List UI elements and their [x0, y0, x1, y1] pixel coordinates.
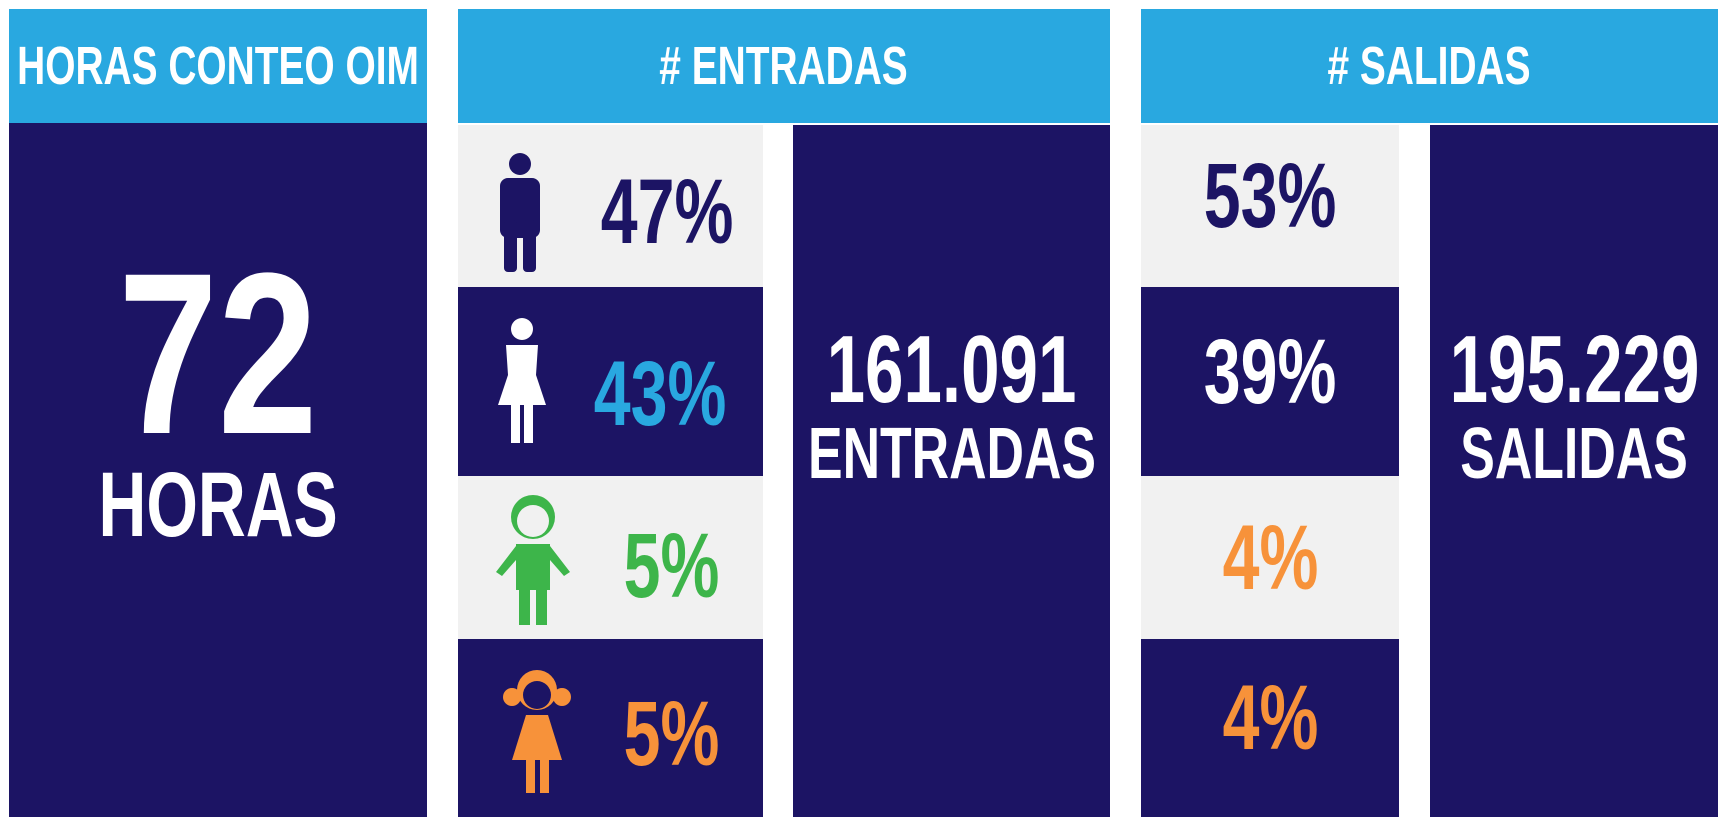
header-text: HORAS CONTEO OIM — [17, 36, 419, 96]
header-text: # ENTRADAS — [659, 36, 909, 96]
woman-icon — [498, 318, 546, 443]
row — [458, 639, 763, 817]
hours-value: 72 — [118, 225, 318, 482]
percentage: 53% — [1203, 145, 1337, 247]
text: 5% — [623, 515, 720, 617]
row: 53% — [1141, 125, 1399, 287]
percentage: 5% — [605, 682, 738, 787]
percentage: 4% — [1222, 506, 1318, 609]
man-icon — [500, 153, 540, 272]
total-value: 161.091 — [826, 316, 1077, 423]
total-value: 195.229 — [1449, 316, 1699, 423]
percentage: 5% — [605, 514, 738, 619]
entries-total: 161.091 ENTRADAS — [793, 125, 1110, 817]
row: 39% — [1141, 287, 1399, 476]
percentage: 4% — [1222, 667, 1318, 769]
row: 4% — [1141, 476, 1399, 639]
boy-icon — [496, 495, 570, 625]
girl-icon — [503, 670, 571, 793]
header: # ENTRADAS — [458, 9, 1110, 123]
text: 43% — [593, 343, 727, 445]
hours-unit: HORAS — [98, 454, 338, 556]
text: 5% — [623, 683, 720, 785]
hours-panel: 72 HORAS — [9, 123, 427, 817]
percentage: 39% — [1203, 320, 1337, 423]
header-text: # SALIDAS — [1327, 36, 1532, 96]
row: 4% — [1141, 639, 1399, 817]
header: # SALIDAS — [1141, 9, 1718, 123]
total-unit: ENTRADAS — [807, 414, 1096, 494]
percentage: 47% — [575, 160, 759, 265]
exits-total: 195.229 SALIDAS — [1430, 125, 1718, 817]
percentage: 43% — [568, 342, 752, 447]
header: HORAS CONTEO OIM — [9, 9, 427, 123]
total-unit: SALIDAS — [1460, 414, 1688, 494]
text: 47% — [600, 161, 734, 263]
